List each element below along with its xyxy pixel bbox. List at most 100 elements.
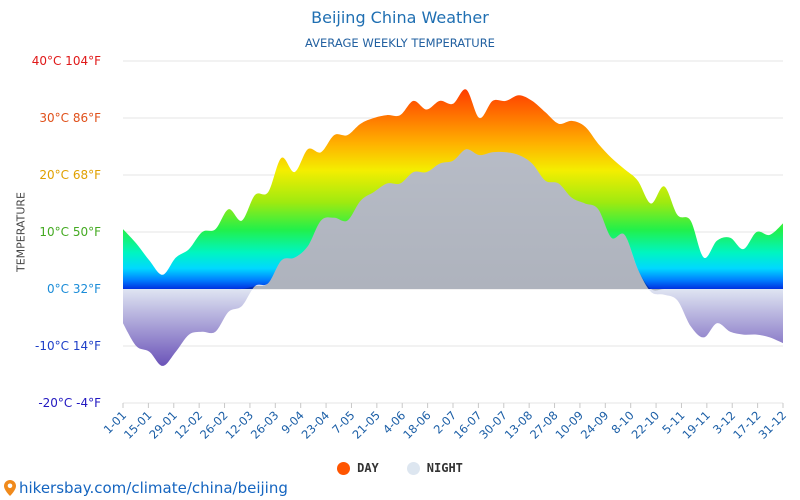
day-point[interactable] (583, 125, 587, 129)
day-point[interactable] (491, 99, 495, 103)
day-point[interactable] (477, 116, 481, 120)
night-point[interactable] (491, 150, 495, 154)
day-point[interactable] (200, 230, 204, 234)
night-point[interactable] (200, 330, 204, 334)
day-point[interactable] (451, 102, 455, 106)
night-point[interactable] (438, 162, 442, 166)
day-point[interactable] (372, 116, 376, 120)
day-point[interactable] (609, 156, 613, 160)
night-point[interactable] (741, 333, 745, 337)
night-point[interactable] (319, 219, 323, 223)
day-point[interactable] (345, 133, 349, 137)
night-point[interactable] (121, 321, 125, 325)
night-point[interactable] (517, 153, 521, 157)
day-point[interactable] (134, 241, 138, 245)
night-point[interactable] (174, 350, 178, 354)
day-point[interactable] (425, 107, 429, 111)
night-point[interactable] (543, 179, 547, 183)
day-point[interactable] (213, 227, 217, 231)
night-point[interactable] (398, 182, 402, 186)
night-point[interactable] (636, 267, 640, 271)
day-point[interactable] (675, 213, 679, 217)
night-point[interactable] (702, 335, 706, 339)
day-point[interactable] (517, 93, 521, 97)
night-point[interactable] (464, 147, 468, 151)
night-point[interactable] (755, 333, 759, 337)
day-point[interactable] (174, 256, 178, 260)
day-point[interactable] (398, 113, 402, 117)
day-point[interactable] (741, 247, 745, 251)
night-point[interactable] (530, 162, 534, 166)
night-point[interactable] (425, 170, 429, 174)
night-point[interactable] (781, 341, 785, 345)
night-point[interactable] (623, 233, 627, 237)
source-url[interactable]: hikersbay.com/climate/china/beijing (19, 479, 288, 497)
night-point[interactable] (345, 219, 349, 223)
day-point[interactable] (636, 179, 640, 183)
night-point[interactable] (411, 170, 415, 174)
day-point[interactable] (161, 273, 165, 277)
source-link[interactable]: hikersbay.com/climate/china/beijing (4, 479, 288, 497)
night-point[interactable] (504, 150, 508, 154)
legend-item-night[interactable]: NIGHT (406, 461, 463, 475)
day-point[interactable] (543, 110, 547, 114)
night-point[interactable] (689, 324, 693, 328)
night-point[interactable] (728, 330, 732, 334)
night-point[interactable] (596, 207, 600, 211)
day-point[interactable] (332, 133, 336, 137)
night-point[interactable] (649, 290, 653, 294)
day-point[interactable] (266, 190, 270, 194)
night-point[interactable] (359, 199, 363, 203)
day-point[interactable] (438, 99, 442, 103)
night-point[interactable] (583, 202, 587, 206)
day-point[interactable] (385, 113, 389, 117)
day-point[interactable] (319, 150, 323, 154)
night-point[interactable] (385, 182, 389, 186)
night-point[interactable] (332, 216, 336, 220)
day-point[interactable] (755, 230, 759, 234)
night-point[interactable] (570, 196, 574, 200)
night-point[interactable] (293, 256, 297, 260)
night-point[interactable] (306, 244, 310, 248)
night-point[interactable] (213, 330, 217, 334)
day-point[interactable] (530, 99, 534, 103)
day-point[interactable] (596, 142, 600, 146)
night-point[interactable] (253, 284, 257, 288)
night-point[interactable] (372, 190, 376, 194)
day-point[interactable] (728, 236, 732, 240)
night-point[interactable] (557, 182, 561, 186)
day-point[interactable] (662, 184, 666, 188)
night-point[interactable] (266, 281, 270, 285)
day-point[interactable] (557, 122, 561, 126)
day-point[interactable] (623, 167, 627, 171)
night-point[interactable] (279, 259, 283, 263)
day-point[interactable] (253, 193, 257, 197)
day-point[interactable] (306, 147, 310, 151)
day-point[interactable] (715, 239, 719, 243)
day-point[interactable] (768, 233, 772, 237)
night-point[interactable] (675, 298, 679, 302)
day-point[interactable] (187, 247, 191, 251)
day-point[interactable] (227, 207, 231, 211)
night-point[interactable] (451, 159, 455, 163)
night-point[interactable] (768, 335, 772, 339)
day-point[interactable] (240, 219, 244, 223)
night-point[interactable] (227, 310, 231, 314)
day-point[interactable] (279, 156, 283, 160)
day-point[interactable] (570, 119, 574, 123)
day-point[interactable] (147, 259, 151, 263)
night-point[interactable] (134, 344, 138, 348)
day-point[interactable] (689, 219, 693, 223)
night-point[interactable] (161, 364, 165, 368)
day-point[interactable] (293, 170, 297, 174)
day-point[interactable] (781, 221, 785, 225)
day-point[interactable] (359, 122, 363, 126)
day-point[interactable] (702, 256, 706, 260)
night-point[interactable] (240, 304, 244, 308)
day-point[interactable] (504, 99, 508, 103)
day-point[interactable] (649, 202, 653, 206)
day-point[interactable] (121, 227, 125, 231)
night-point[interactable] (477, 153, 481, 157)
night-point[interactable] (147, 350, 151, 354)
day-point[interactable] (464, 88, 468, 92)
